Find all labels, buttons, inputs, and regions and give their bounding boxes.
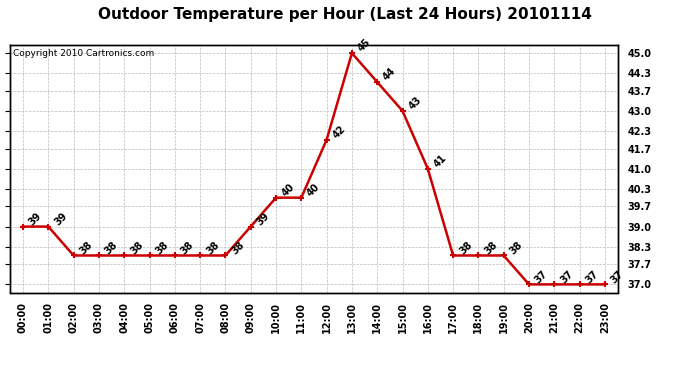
Text: 38: 38 <box>128 239 145 256</box>
Text: 39: 39 <box>255 211 271 227</box>
Text: 38: 38 <box>457 239 474 256</box>
Text: Copyright 2010 Cartronics.com: Copyright 2010 Cartronics.com <box>13 49 155 58</box>
Text: 44: 44 <box>382 66 398 82</box>
Text: Outdoor Temperature per Hour (Last 24 Hours) 20101114: Outdoor Temperature per Hour (Last 24 Ho… <box>98 8 592 22</box>
Text: 43: 43 <box>406 95 423 111</box>
Text: 40: 40 <box>306 182 322 198</box>
Text: 40: 40 <box>280 182 297 198</box>
Text: 37: 37 <box>609 268 626 285</box>
Text: 38: 38 <box>508 239 524 256</box>
Text: 41: 41 <box>432 153 448 170</box>
Text: 37: 37 <box>533 268 550 285</box>
Text: 39: 39 <box>52 211 69 227</box>
Text: 37: 37 <box>584 268 600 285</box>
Text: 38: 38 <box>179 239 196 256</box>
Text: 37: 37 <box>558 268 575 285</box>
Text: 38: 38 <box>78 239 95 256</box>
Text: 39: 39 <box>27 211 43 227</box>
Text: 38: 38 <box>103 239 120 256</box>
Text: 38: 38 <box>204 239 221 256</box>
Text: 38: 38 <box>230 239 246 256</box>
Text: 38: 38 <box>154 239 170 256</box>
Text: 42: 42 <box>331 124 347 141</box>
Text: 38: 38 <box>482 239 500 256</box>
Text: 45: 45 <box>356 37 373 54</box>
